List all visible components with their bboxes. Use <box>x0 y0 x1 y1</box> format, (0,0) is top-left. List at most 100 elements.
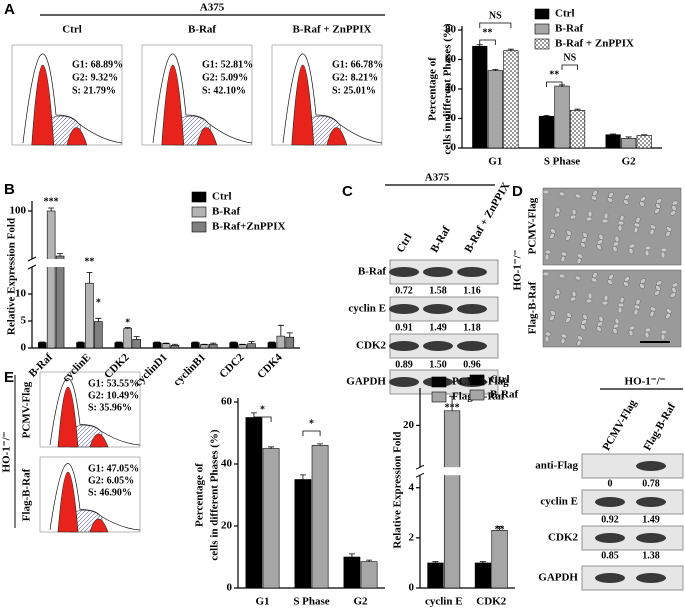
bar <box>636 135 652 149</box>
cell <box>666 308 672 314</box>
cell <box>550 228 556 234</box>
band-value: 0.72 <box>395 285 413 296</box>
y-tick-label: 5 <box>21 315 27 327</box>
cell <box>597 321 603 327</box>
cell <box>660 329 668 335</box>
cell <box>601 300 609 306</box>
error-bar <box>133 336 140 340</box>
blot-strip <box>581 453 684 479</box>
bar <box>229 342 238 349</box>
error-bar <box>248 341 255 344</box>
image-label: PCMV-Flag <box>527 197 539 254</box>
error-bar <box>57 253 64 256</box>
bar <box>245 417 263 589</box>
bar <box>114 342 124 349</box>
cell <box>671 286 677 294</box>
bar <box>294 479 312 589</box>
cell <box>619 214 625 222</box>
error-bar <box>210 342 217 345</box>
bar <box>200 344 209 349</box>
flow-stat: G2: 8.21% <box>332 72 378 83</box>
flow-g2-peak <box>89 433 109 448</box>
bar <box>76 342 85 349</box>
blot-band <box>389 377 419 387</box>
y-axis-label: Percentage of <box>194 463 206 527</box>
error-bar <box>432 561 439 563</box>
error-bar <box>277 324 284 337</box>
error-bar <box>286 332 293 338</box>
cell <box>624 194 630 200</box>
flow-stat: G1: 68.89% <box>72 59 123 70</box>
cell <box>576 253 584 259</box>
cell <box>666 226 672 232</box>
bar <box>94 321 103 349</box>
error-bar <box>317 443 324 446</box>
y-tick-label: 0 <box>409 582 415 594</box>
blot-band <box>389 267 419 277</box>
bar <box>85 282 94 349</box>
legend-swatch <box>534 8 550 20</box>
error-bar <box>543 115 550 117</box>
bar <box>262 448 280 589</box>
blot-band <box>457 304 487 314</box>
cell <box>654 208 660 214</box>
cell <box>623 199 629 205</box>
legend-swatch <box>469 374 485 386</box>
cell <box>566 230 572 236</box>
annotation: ** <box>549 69 559 80</box>
cell <box>542 189 550 195</box>
flow-stat: S: 25.01% <box>332 85 376 96</box>
error-bar <box>268 446 275 449</box>
error-bar <box>163 342 169 344</box>
annotation: *** <box>445 402 460 413</box>
bar <box>285 336 295 349</box>
group-label: A375 <box>425 172 450 184</box>
flow-g1-peak <box>161 65 185 146</box>
y-tick-label: 40 <box>221 458 233 470</box>
cell <box>614 235 620 243</box>
bar <box>472 45 488 149</box>
band-value: 1.18 <box>463 322 481 333</box>
blot-band <box>457 267 487 277</box>
cell <box>553 212 561 218</box>
cell <box>582 314 588 320</box>
error-bar <box>641 134 648 136</box>
error-bar <box>124 327 131 329</box>
row-label: GAPDH <box>538 572 578 584</box>
x-tick-label: CDK2 <box>476 596 506 608</box>
legend-swatch <box>191 206 207 218</box>
cell <box>590 195 598 201</box>
annotation: ** <box>483 27 493 38</box>
legend-label: B-Raf <box>490 389 518 401</box>
flow-title: PCMV-Flag <box>21 381 33 438</box>
cell <box>581 237 587 243</box>
legend-swatch <box>534 38 550 50</box>
flow-title: B-Raf + ZnPPIX <box>293 24 372 36</box>
legend-swatch <box>191 191 207 203</box>
flow-g2-peak <box>326 127 348 146</box>
cell <box>614 317 620 325</box>
annotation: *** <box>44 196 59 207</box>
annotation: NS <box>563 52 576 63</box>
y-tick-label: 80 <box>445 24 457 36</box>
bar <box>161 343 171 349</box>
blot-band <box>423 341 453 351</box>
annotation: * <box>260 404 265 415</box>
error-bar <box>192 341 199 343</box>
cell <box>542 271 550 277</box>
legend-label: B-Raf + ZnPPIX <box>555 38 634 50</box>
x-tick-label: B-Raf <box>27 351 56 380</box>
bracket <box>253 416 272 422</box>
y-axis-label: cells in different Phases (%) <box>209 429 221 561</box>
band-value: 0.96 <box>463 359 481 370</box>
cell <box>597 239 603 245</box>
x-tick-label: G1 <box>488 156 502 168</box>
cell <box>623 281 629 287</box>
cell <box>571 290 577 298</box>
cell <box>555 288 561 296</box>
band-value: 1.50 <box>429 359 447 370</box>
blot-band <box>595 533 625 543</box>
bar <box>208 343 218 349</box>
cell <box>553 294 561 300</box>
bar <box>311 445 329 589</box>
